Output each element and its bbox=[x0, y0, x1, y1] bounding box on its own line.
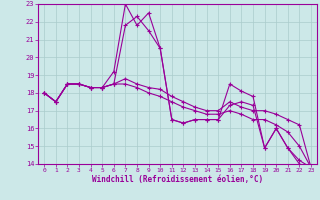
X-axis label: Windchill (Refroidissement éolien,°C): Windchill (Refroidissement éolien,°C) bbox=[92, 175, 263, 184]
